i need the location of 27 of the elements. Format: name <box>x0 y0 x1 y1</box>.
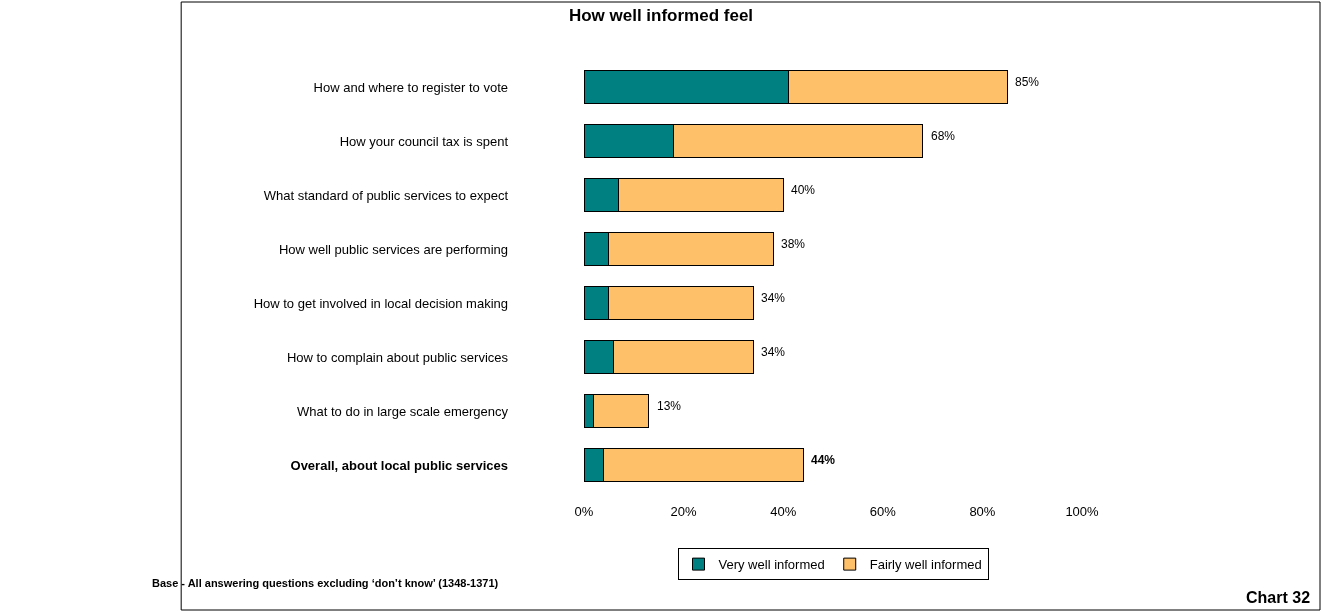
x-tick-label: 60% <box>869 504 897 519</box>
legend-label: Very well informed <box>718 557 825 573</box>
total-label: 68% <box>931 129 956 143</box>
total-label: 34% <box>761 291 786 305</box>
x-tick-label: 20% <box>670 504 698 519</box>
x-tick-label: 80% <box>969 504 996 519</box>
total-label: 44% <box>811 453 836 467</box>
text: Base - All answering questions excluding ‘don’t know’ (1348-1371) <box>152 577 499 589</box>
total-label: 13% <box>657 399 682 413</box>
total-label: 34% <box>761 345 786 359</box>
y-tick-label: How and where to register to vote <box>313 79 508 95</box>
y-tick-label: What standard of public services to expect <box>263 187 509 203</box>
x-tick-label: 100% <box>1065 504 1100 519</box>
x-tick-label: 40% <box>770 504 797 519</box>
y-tick-label: What to do in large scale emergency <box>297 403 509 419</box>
x-tick-label: 0% <box>574 504 594 519</box>
y-tick-label: How well public services are performing <box>278 241 508 257</box>
chart-title: How well informed feel <box>568 6 754 26</box>
total-label: 40% <box>791 183 816 197</box>
total-label: 85% <box>1015 75 1040 89</box>
legend-label: Fairly well informed <box>869 557 982 573</box>
y-tick-label: How to get involved in local decision making <box>253 295 508 311</box>
y-tick-label: Overall, about local public services <box>290 457 508 473</box>
caption: Chart 32 <box>1246 589 1311 606</box>
y-tick-label: How your council tax is spent <box>339 133 509 149</box>
total-label: 38% <box>781 237 806 251</box>
y-tick-label: How to complain about public services <box>286 349 509 365</box>
